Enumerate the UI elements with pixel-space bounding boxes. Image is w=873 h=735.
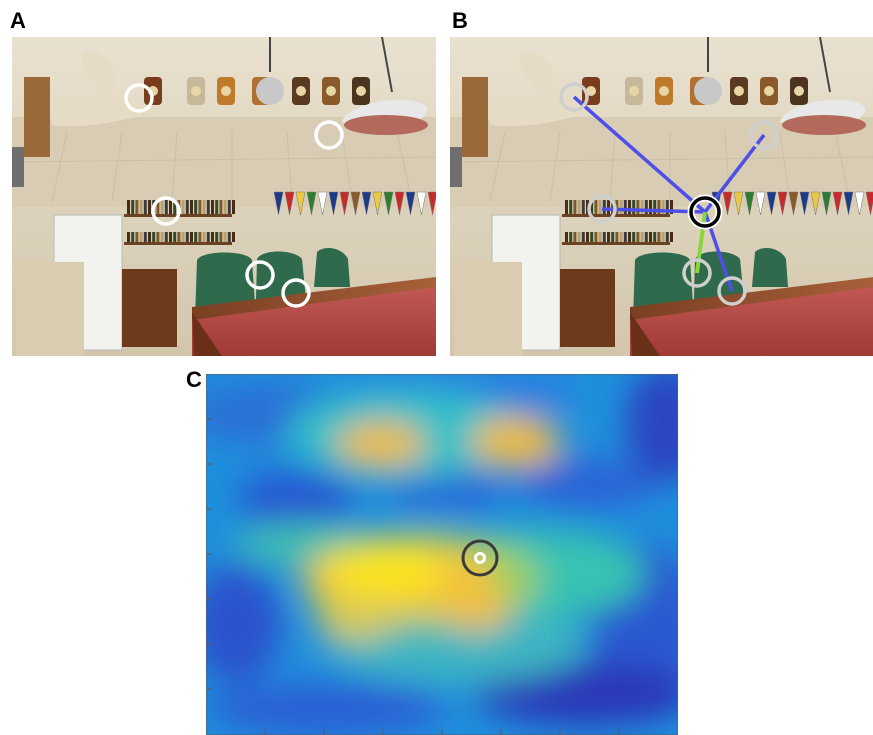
panel-label-b: B xyxy=(452,8,468,33)
saccade-line-short xyxy=(695,211,707,274)
fixation-ring xyxy=(682,258,712,288)
central-fixation-ring xyxy=(689,196,721,228)
panel-a-photo xyxy=(12,37,436,356)
fixation-ring xyxy=(245,260,275,290)
panel-b-scanpath xyxy=(559,82,779,306)
panel-b-photo xyxy=(450,37,873,356)
fixation-ring xyxy=(587,194,617,224)
fixation-ring xyxy=(717,276,747,306)
fixation-ring xyxy=(281,278,311,308)
heatmap-target-ring xyxy=(461,539,499,577)
panel-c-heatmap xyxy=(206,374,678,735)
panel-label-c: C xyxy=(186,367,202,392)
panel-label-a: A xyxy=(10,8,26,33)
fixation-ring xyxy=(314,120,344,150)
saccade-line xyxy=(572,95,707,214)
heatmap-target-dot xyxy=(474,552,486,564)
fixation-ring xyxy=(559,82,589,112)
fixation-ring xyxy=(151,196,181,226)
fixation-ring xyxy=(124,83,154,113)
panel-a-fixations xyxy=(124,83,344,308)
heatmap-plot xyxy=(206,374,678,735)
panel-a-scene xyxy=(12,37,436,356)
fixation-ring xyxy=(749,120,779,150)
